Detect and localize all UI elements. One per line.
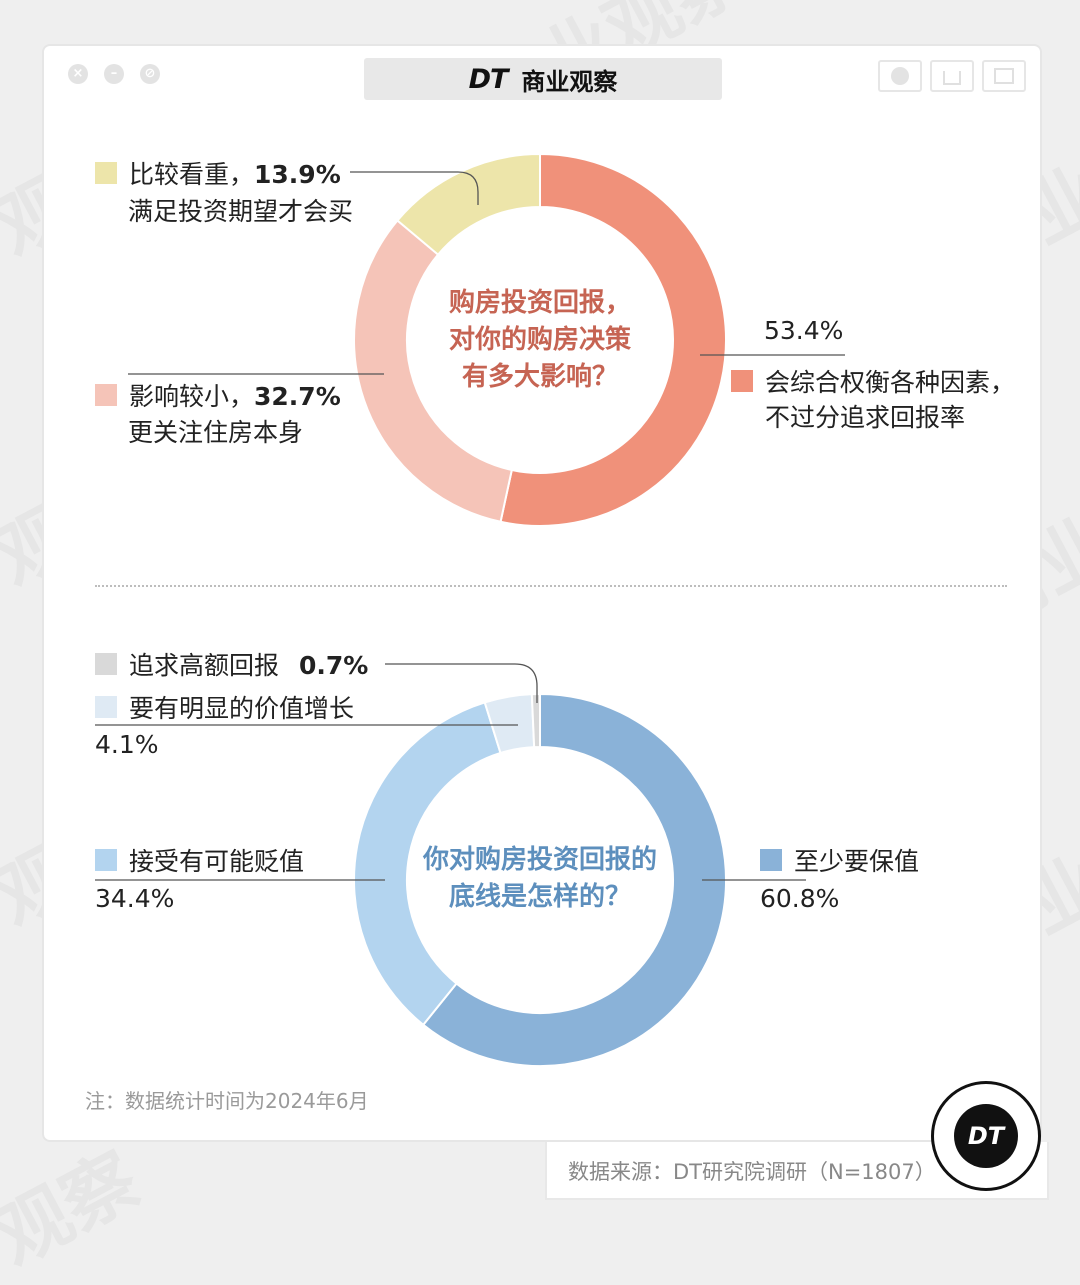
- data-label: 32.7%: [254, 382, 341, 411]
- window-icon: [994, 68, 1014, 84]
- record-button[interactable]: [878, 60, 922, 92]
- dt-logo: DT: [468, 63, 509, 95]
- chart1-slice-1: [353, 219, 513, 523]
- chart2-title-line: 底线是怎样的？: [448, 882, 631, 912]
- legend-swatch: [95, 384, 117, 406]
- minimize-icon[interactable]: –: [104, 64, 124, 84]
- legend-item-cream: 比较看重，13.9%: [95, 155, 341, 191]
- legend-label: 追求高额回报: [129, 651, 280, 680]
- legend-label: 接受有可能贬值: [129, 847, 305, 876]
- legend-item-lightblue: 接受有可能贬值: [95, 842, 304, 878]
- chart1-slice-0: [499, 152, 727, 527]
- legend-sublabel: 不过分追求回报率: [765, 403, 966, 432]
- dt-badge-logo: DT: [954, 1104, 1018, 1168]
- chart1-title-line: 购房投资回报，: [448, 288, 631, 318]
- legend-swatch: [731, 370, 753, 392]
- legend-item-gray: 追求高额回报 0.7%: [95, 646, 368, 682]
- data-label: 34.4%: [95, 884, 175, 913]
- share-icon: [943, 71, 961, 85]
- legend-swatch: [95, 162, 117, 184]
- title-bar: × – ⊘ DT 商业观察: [44, 46, 1040, 108]
- page-title: 商业观察: [521, 67, 618, 96]
- legend-label: 比较看重，: [129, 160, 255, 189]
- chart2-slice-1: [353, 701, 502, 1027]
- title-box: DT 商业观察: [364, 58, 722, 100]
- chart2-slice-0: [421, 692, 728, 1067]
- leader-line-gray: [385, 663, 538, 703]
- legend-sublabel: 满足投资期望才会买: [128, 197, 354, 226]
- legend-sublabel: 更关注住房本身: [128, 418, 304, 447]
- legend-item-pale: 要有明显的价值增长: [95, 689, 354, 725]
- legend-label: 要有明显的价值增长: [129, 694, 355, 723]
- donut-chart-influence: [353, 152, 727, 527]
- dotted-divider: [95, 585, 1007, 587]
- window-button[interactable]: [982, 60, 1026, 92]
- legend-label: 影响较小，: [129, 382, 255, 411]
- leader-line-cream: [350, 171, 479, 205]
- data-label: 53.4%: [764, 316, 844, 345]
- source-text: 数据来源：DT研究院调研（N=1807）: [568, 1160, 936, 1184]
- dt-badge: DT: [931, 1081, 1041, 1191]
- data-label: 0.7%: [299, 651, 369, 680]
- chart2-slice-3: [530, 692, 541, 749]
- legend-item-salmon: 会综合权衡各种因素，: [731, 363, 1015, 399]
- chart1-title: 购房投资回报， 对你的购房决策 有多大影响？: [400, 285, 680, 396]
- block-icon[interactable]: ⊘: [140, 64, 160, 84]
- browser-window: × – ⊘ DT 商业观察: [42, 44, 1042, 1142]
- chart1-title-line: 对你的购房决策: [448, 325, 631, 355]
- leader-lines: [95, 171, 845, 881]
- legend-label: 会综合权衡各种因素，: [765, 368, 1016, 397]
- share-button[interactable]: [930, 60, 974, 92]
- chart1-slice-2: [396, 152, 541, 256]
- data-label: 4.1%: [95, 730, 159, 759]
- legend-swatch: [760, 849, 782, 871]
- data-label: 60.8%: [760, 884, 840, 913]
- data-label: 13.9%: [254, 160, 341, 189]
- footnote: 注：数据统计时间为2024年6月: [85, 1089, 369, 1113]
- legend-swatch: [95, 653, 117, 675]
- chart-svg: [95, 152, 845, 1067]
- chart2-title: 你对购房投资回报的 底线是怎样的？: [395, 842, 685, 916]
- chart1-title-line: 有多大影响？: [461, 362, 618, 392]
- donut-chart-bottomline: [353, 692, 728, 1067]
- record-icon: [891, 67, 909, 85]
- legend-label: 至少要保值: [794, 847, 920, 876]
- close-icon[interactable]: ×: [68, 64, 88, 84]
- legend-swatch: [95, 696, 117, 718]
- legend-item-pink: 影响较小，32.7%: [95, 377, 341, 413]
- legend-item-darkblue: 至少要保值: [760, 842, 919, 878]
- chart2-title-line: 你对购房投资回报的: [422, 845, 657, 875]
- legend-swatch: [95, 849, 117, 871]
